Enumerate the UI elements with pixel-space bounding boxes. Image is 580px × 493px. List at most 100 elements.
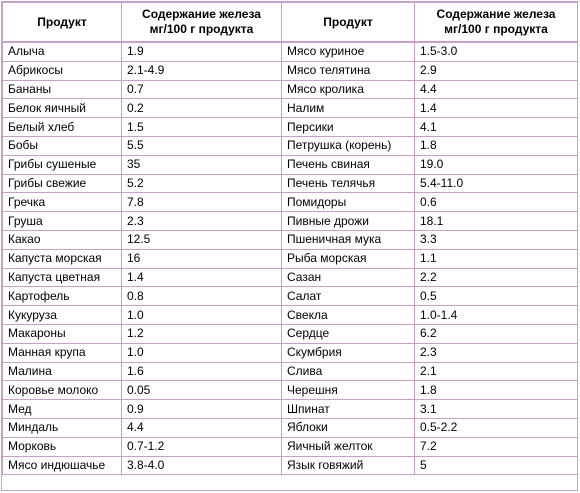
header-iron-right-line1: Содержание железа	[436, 7, 556, 21]
table-body: Алыча 1.9 Мясо куриное 1.5-3.0 Абрикосы 2.1-4…	[2, 40, 578, 476]
product-cell: Сазан	[281, 267, 415, 288]
table-row: Мед 0.9 Шпинат 3.1	[2, 399, 578, 419]
table-row: Алыча 1.9 Мясо куриное 1.5-3.0	[2, 40, 578, 62]
product-cell: Макароны	[2, 323, 122, 344]
iron-value-cell: 7.2	[414, 436, 578, 457]
table-row: Малина 1.6 Слива 2.1	[2, 361, 578, 382]
iron-value-cell: 12.5	[121, 229, 282, 250]
table-row: Абрикосы 2.1-4.9 Мясо телятина 2.9	[2, 60, 578, 81]
iron-value-cell: 1.5	[121, 117, 282, 137]
product-cell: Пшеничная мука	[281, 229, 415, 250]
iron-value-cell: 1.4	[121, 267, 282, 288]
product-cell: Абрикосы	[2, 60, 122, 81]
iron-value-cell: 4.1	[414, 117, 578, 137]
iron-value-cell: 2.3	[414, 342, 578, 363]
product-cell: Грибы сушеные	[2, 154, 122, 175]
product-cell: Петрушка (корень)	[281, 135, 415, 156]
product-cell: Грибы свежие	[2, 173, 122, 194]
table-row: Капуста цветная 1.4 Сазан 2.2	[2, 267, 578, 288]
product-cell: Яичный желток	[281, 436, 415, 457]
iron-value-cell: 2.2	[414, 267, 578, 288]
iron-value-cell: 19.0	[414, 154, 578, 175]
table-row: Макароны 1.2 Сердце 6.2	[2, 323, 578, 344]
product-cell: Картофель	[2, 286, 122, 307]
product-cell: Мясо кролика	[281, 79, 415, 100]
iron-value-cell: 1.8	[414, 380, 578, 401]
table-row: Белый хлеб 1.5 Персики 4.1	[2, 117, 578, 137]
product-cell: Алыча	[2, 40, 122, 62]
header-product-right: Продукт	[281, 2, 415, 43]
iron-content-table: Продукт Содержание железа мг/100 г проду…	[2, 2, 578, 476]
iron-value-cell: 4.4	[414, 79, 578, 100]
table-header: Продукт Содержание железа мг/100 г проду…	[2, 2, 578, 43]
iron-value-cell: 3.3	[414, 229, 578, 250]
product-cell: Гречка	[2, 192, 122, 213]
product-cell: Манная крупа	[2, 342, 122, 363]
iron-value-cell: 5.4-11.0	[414, 173, 578, 194]
product-cell: Мясо телятина	[281, 60, 415, 81]
table-row: Мясо индюшачье 3.8-4.0 Язык говяжий 5	[2, 455, 578, 476]
product-cell: Сердце	[281, 323, 415, 344]
iron-value-cell: 1.6	[121, 361, 282, 382]
table-row: Манная крупа 1.0 Скумбрия 2.3	[2, 342, 578, 363]
iron-value-cell: 0.5	[414, 286, 578, 307]
iron-value-cell: 4.4	[121, 417, 282, 438]
product-cell: Малина	[2, 361, 122, 382]
iron-value-cell: 0.7-1.2	[121, 436, 282, 457]
iron-value-cell: 0.5-2.2	[414, 417, 578, 438]
iron-value-cell: 0.6	[414, 192, 578, 213]
iron-value-cell: 3.1	[414, 399, 578, 419]
product-cell: Печень свиная	[281, 154, 415, 175]
table-row: Грибы свежие 5.2 Печень телячья 5.4-11.0	[2, 173, 578, 194]
iron-value-cell: 1.8	[414, 135, 578, 156]
header-iron-left-line1: Содержание железа	[142, 7, 261, 21]
product-cell: Налим	[281, 98, 415, 119]
iron-value-cell: 2.3	[121, 211, 282, 231]
table-row: Белок яичный 0.2 Налим 1.4	[2, 98, 578, 119]
header-iron-left: Содержание железа мг/100 г продукта	[121, 2, 282, 43]
product-cell: Мед	[2, 399, 122, 419]
product-cell: Мясо индюшачье	[2, 455, 122, 476]
product-cell: Мясо куриное	[281, 40, 415, 62]
product-cell: Шпинат	[281, 399, 415, 419]
product-cell: Персики	[281, 117, 415, 137]
header-iron-right-line2: мг/100 г продукта	[444, 22, 548, 36]
product-cell: Бобы	[2, 135, 122, 156]
table-row: Груша 2.3 Пивные дрожи 18.1	[2, 211, 578, 231]
table-row: Капуста морская 16 Рыба морская 1.1	[2, 248, 578, 269]
product-cell: Яблоки	[281, 417, 415, 438]
table-row: Бобы 5.5 Петрушка (корень) 1.8	[2, 135, 578, 156]
iron-value-cell: 0.8	[121, 286, 282, 307]
table-row: Гречка 7.8 Помидоры 0.6	[2, 192, 578, 213]
iron-value-cell: 0.9	[121, 399, 282, 419]
iron-value-cell: 16	[121, 248, 282, 269]
iron-value-cell: 0.7	[121, 79, 282, 100]
product-cell: Миндаль	[2, 417, 122, 438]
iron-value-cell: 5	[414, 455, 578, 476]
product-cell: Коровье молоко	[2, 380, 122, 401]
product-cell: Морковь	[2, 436, 122, 457]
table-row: Грибы сушеные 35 Печень свиная 19.0	[2, 154, 578, 175]
product-cell: Кукуруза	[2, 305, 122, 325]
iron-value-cell: 5.5	[121, 135, 282, 156]
table-row: Морковь 0.7-1.2 Яичный желток 7.2	[2, 436, 578, 457]
iron-value-cell: 1.4	[414, 98, 578, 119]
iron-value-cell: 1.9	[121, 40, 282, 62]
iron-value-cell: 2.1	[414, 361, 578, 382]
iron-value-cell: 3.8-4.0	[121, 455, 282, 476]
iron-value-cell: 35	[121, 154, 282, 175]
product-cell: Какао	[2, 229, 122, 250]
product-cell: Помидоры	[281, 192, 415, 213]
product-cell: Капуста цветная	[2, 267, 122, 288]
product-cell: Печень телячья	[281, 173, 415, 194]
product-cell: Слива	[281, 361, 415, 382]
table-row: Какао 12.5 Пшеничная мука 3.3	[2, 229, 578, 250]
iron-value-cell: 1.0-1.4	[414, 305, 578, 325]
iron-value-cell: 2.1-4.9	[121, 60, 282, 81]
iron-value-cell: 18.1	[414, 211, 578, 231]
iron-value-cell: 1.5-3.0	[414, 40, 578, 62]
product-cell: Бананы	[2, 79, 122, 100]
table-row: Бананы 0.7 Мясо кролика 4.4	[2, 79, 578, 100]
product-cell: Белок яичный	[2, 98, 122, 119]
